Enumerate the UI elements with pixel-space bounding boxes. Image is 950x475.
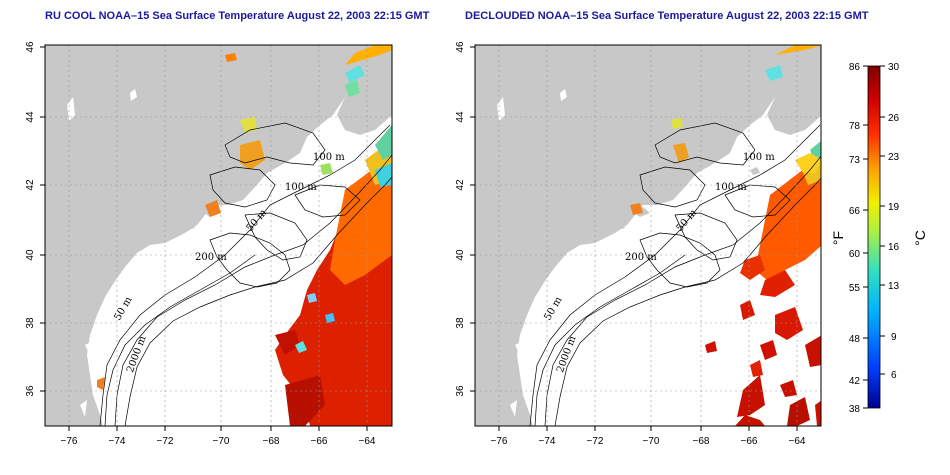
left-x-tick: −72 — [157, 436, 174, 447]
right-x-tick: −68 — [693, 436, 710, 447]
fahrenheit-axis-label: °F — [830, 231, 846, 245]
fahrenheit-tick: 86 — [849, 62, 861, 73]
contour-label-100m-b: 100 m — [285, 182, 317, 193]
left-y-tick: 38 — [25, 317, 36, 329]
sst-declouded-swath — [630, 45, 821, 426]
celsius-tick: 26 — [888, 113, 900, 124]
contour-label-100m-a: 100 m — [313, 152, 345, 163]
celsius-axis-label: °C — [912, 230, 928, 246]
celsius-tick: 16 — [888, 242, 900, 253]
fahrenheit-tick: 55 — [849, 283, 861, 294]
right-x-tick: −66 — [741, 436, 758, 447]
left-map-title: RU COOL NOAA–15 Sea Surface Temperature … — [45, 10, 430, 22]
celsius-tick: 23 — [888, 152, 900, 163]
left-x-tick: −66 — [311, 436, 328, 447]
left-y-tick: 40 — [25, 249, 36, 261]
right-x-tick: −70 — [643, 436, 660, 447]
left-y-tick: 42 — [25, 179, 36, 191]
celsius-tick: 9 — [891, 332, 897, 343]
fahrenheit-tick: 60 — [849, 249, 861, 260]
left-x-tick: −70 — [213, 436, 230, 447]
right-x-tick: −74 — [539, 436, 556, 447]
colorbar-gradient — [867, 65, 881, 409]
left-x-tick: −76 — [61, 436, 78, 447]
right-y-tick: 40 — [455, 249, 466, 261]
contour-label-200m: 200 m — [625, 252, 657, 263]
right-x-tick: −72 — [587, 436, 604, 447]
left-x-tick: −74 — [109, 436, 126, 447]
contour-label-100m-b: 100 m — [715, 182, 747, 193]
contour-label-100m-a: 100 m — [743, 152, 775, 163]
left-y-tick: 44 — [25, 111, 36, 123]
right-map-panel: 100 m 100 m 50 m 200 m 50 m 2000 m — [455, 41, 822, 447]
temperature-colorbar: 86 78 73 66 60 55 48 42 38 30 26 23 19 1… — [830, 62, 928, 415]
right-y-tick: 38 — [455, 317, 466, 329]
contour-label-200m: 200 m — [195, 252, 227, 263]
celsius-tick: 19 — [888, 202, 900, 213]
fahrenheit-tick: 66 — [849, 206, 861, 217]
celsius-tick: 13 — [888, 281, 900, 292]
left-y-tick: 46 — [25, 41, 36, 53]
left-map-panel: 100 m 100 m 50 m 200 m 50 m 2000 m — [25, 41, 393, 447]
fahrenheit-tick: 78 — [849, 121, 861, 132]
left-y-tick: 36 — [25, 385, 36, 397]
right-y-tick: 46 — [455, 41, 466, 53]
fahrenheit-tick: 48 — [849, 334, 861, 345]
right-x-tick: −76 — [491, 436, 508, 447]
left-x-tick: −64 — [359, 436, 376, 447]
fahrenheit-tick: 73 — [849, 155, 861, 166]
right-x-tick: −64 — [789, 436, 806, 447]
right-map-title: DECLOUDED NOAA–15 Sea Surface Temperatur… — [465, 10, 869, 22]
celsius-tick: 6 — [891, 370, 897, 381]
fahrenheit-tick: 42 — [849, 376, 861, 387]
right-y-tick: 42 — [455, 179, 466, 191]
right-y-tick: 36 — [455, 385, 466, 397]
celsius-tick: 30 — [888, 62, 900, 73]
right-y-tick: 44 — [455, 111, 466, 123]
left-x-tick: −68 — [263, 436, 280, 447]
fahrenheit-tick: 38 — [849, 404, 861, 415]
